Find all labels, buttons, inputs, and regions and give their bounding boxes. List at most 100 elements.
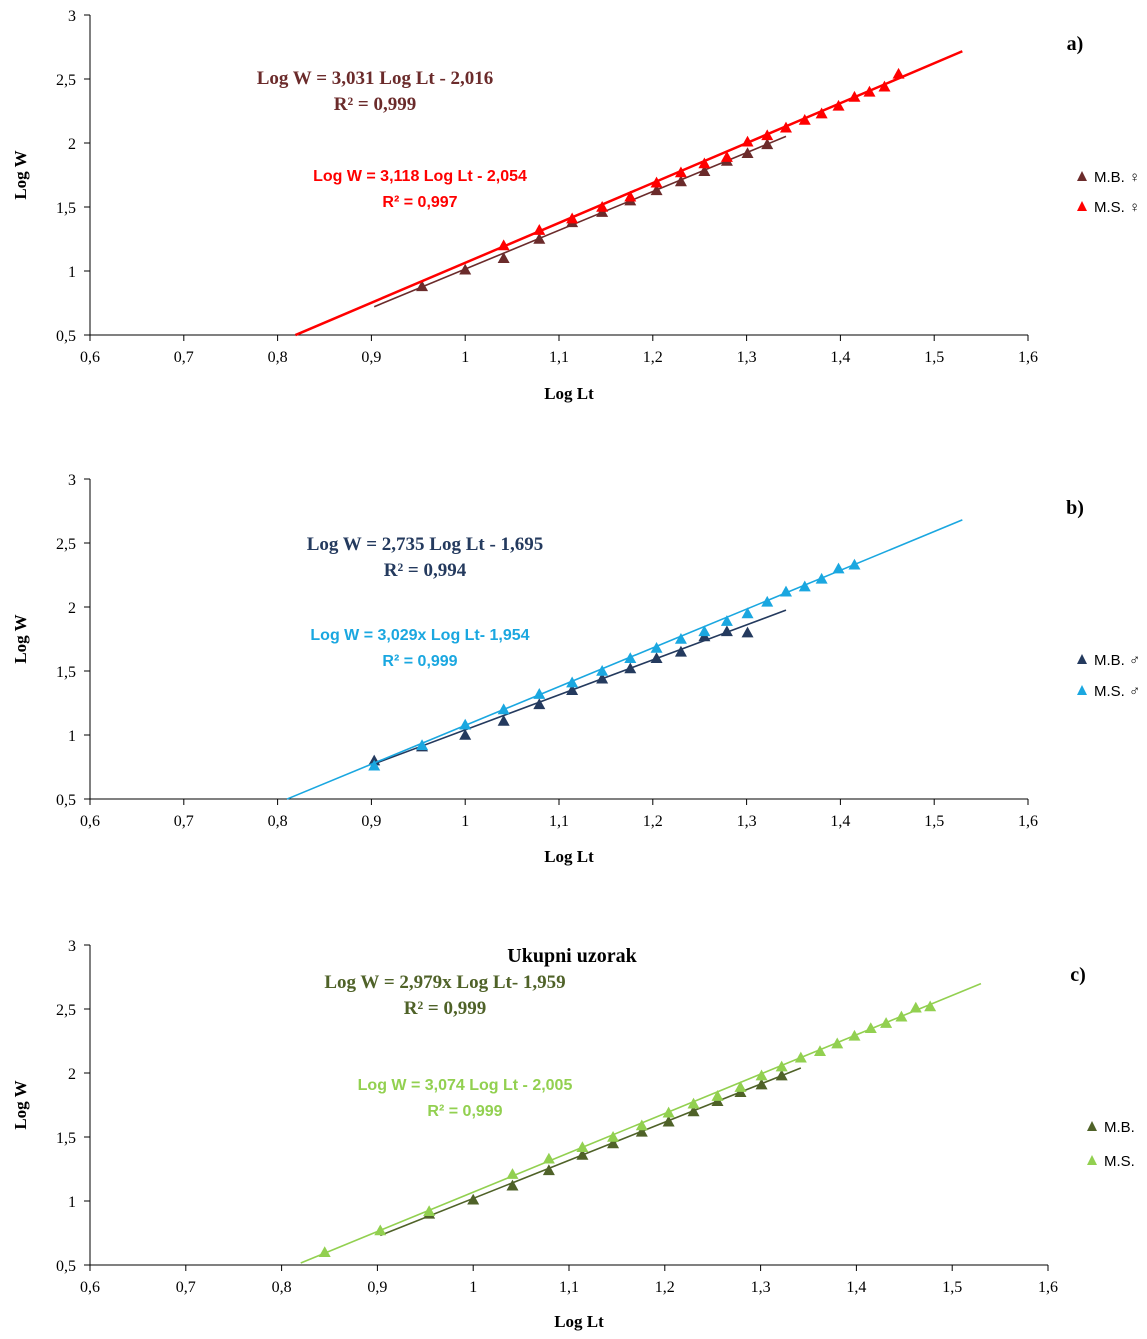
y-tick-label: 2	[68, 136, 76, 153]
data-point-1	[662, 1115, 675, 1127]
x-tick-label: 1,5	[924, 349, 944, 366]
data-point-1	[687, 1105, 700, 1117]
data-point-1	[761, 138, 774, 150]
data-point-1	[635, 1125, 648, 1137]
trend-r2-1: R² = 0,994	[384, 560, 467, 581]
y-tick-label: 2,5	[56, 536, 76, 553]
x-tick-label: 1	[461, 813, 469, 830]
data-point-1	[566, 684, 579, 695]
data-point-2	[761, 595, 774, 607]
x-axis-label: Log Lt	[544, 847, 594, 866]
data-point-2	[650, 641, 663, 653]
data-point-1	[674, 645, 687, 657]
data-point-2	[423, 1205, 436, 1217]
data-point-2	[813, 1045, 826, 1057]
data-point-1	[497, 714, 510, 726]
data-point-2	[635, 1119, 648, 1131]
x-tick-label: 1,1	[549, 813, 569, 830]
x-tick-label: 1,6	[1018, 349, 1038, 366]
x-tick-label: 0,9	[361, 813, 381, 830]
trend-r2-2: R² = 0,997	[382, 194, 457, 211]
data-point-2	[318, 1246, 331, 1257]
data-point-2	[798, 113, 811, 125]
data-point-1	[775, 1069, 788, 1081]
data-point-2	[533, 224, 546, 235]
data-point-2	[794, 1051, 807, 1063]
x-tick-label: 1,6	[1038, 1279, 1058, 1296]
y-tick-label: 2,5	[56, 1002, 76, 1019]
trend-r2-2: R² = 0,999	[427, 1103, 502, 1120]
y-tick-label: 3	[68, 938, 76, 955]
data-point-1	[741, 147, 754, 159]
data-point-2	[650, 176, 663, 188]
data-point-2	[848, 558, 861, 570]
data-point-2	[761, 129, 774, 141]
legend-label: M.B. ♂	[1094, 652, 1140, 669]
legend-marker	[1087, 1155, 1097, 1165]
data-point-2	[741, 607, 754, 619]
y-axis-label: Log W	[11, 150, 30, 199]
y-tick-label: 1,5	[56, 200, 76, 217]
data-point-2	[720, 151, 733, 162]
data-point-2	[880, 1017, 893, 1028]
x-tick-label: 0,8	[268, 813, 288, 830]
x-tick-label: 1,4	[830, 349, 850, 366]
data-point-2	[674, 166, 687, 178]
x-tick-label: 1,4	[830, 813, 850, 830]
y-tick-label: 1	[68, 264, 76, 281]
legend-marker	[1077, 201, 1087, 211]
data-point-1	[720, 625, 733, 637]
data-point-2	[779, 121, 792, 133]
data-point-1	[607, 1137, 620, 1149]
y-tick-label: 2,5	[56, 72, 76, 89]
data-point-2	[848, 90, 861, 102]
data-point-2	[798, 580, 811, 592]
data-point-2	[662, 1106, 675, 1118]
x-tick-label: 1,2	[655, 1279, 675, 1296]
x-axis-label: Log Lt	[554, 1312, 604, 1331]
data-point-2	[698, 157, 711, 169]
chart-panel-1: 0,6 0,7 0,8 0,9 1 1,1 1,2 1,3 1,4 1,5 1,6 0,5 1 1,5 2 2…	[11, 8, 1140, 403]
data-point-2	[497, 239, 510, 251]
x-tick-label: 0,8	[272, 1279, 292, 1296]
x-tick-label: 1	[469, 1279, 477, 1296]
x-tick-label: 1,3	[737, 349, 757, 366]
data-point-2	[698, 625, 711, 637]
data-point-2	[720, 615, 733, 626]
data-point-2	[878, 80, 891, 92]
data-point-2	[624, 190, 637, 202]
data-point-2	[368, 759, 381, 771]
data-point-2	[459, 718, 472, 730]
data-point-2	[566, 676, 579, 688]
data-point-1	[533, 698, 546, 710]
data-point-2	[815, 107, 828, 119]
x-tick-label: 0,9	[367, 1279, 387, 1296]
data-point-1	[741, 626, 754, 638]
trend-r2-1: R² = 0,999	[404, 998, 487, 1019]
trend-equation-2: Log W = 3,118 Log Lt - 2,054	[313, 168, 527, 185]
data-point-2	[924, 1000, 937, 1012]
data-point-1	[650, 652, 663, 663]
x-tick-label: 0,6	[80, 1279, 100, 1296]
trendline-1	[373, 609, 787, 765]
x-tick-label: 0,9	[361, 349, 381, 366]
legend-marker	[1087, 1121, 1097, 1131]
legend-marker	[1077, 685, 1087, 695]
data-point-2	[624, 652, 637, 663]
legend-label: M.B. ♀	[1094, 169, 1140, 186]
x-tick-label: 1,5	[942, 1279, 962, 1296]
trend-r2-1: R² = 0,999	[334, 94, 417, 115]
chart-panel-3: 0,6 0,7 0,8 0,9 1 1,1 1,2 1,3 1,4 1,5 1,6 0,5 1 1,5 2 2…	[11, 938, 1135, 1331]
legend-label: M.B.	[1104, 1119, 1135, 1136]
trend-r2-2: R² = 0,999	[382, 653, 457, 670]
x-tick-label: 1,4	[846, 1279, 866, 1296]
legend-label: M.S. ♀	[1094, 199, 1140, 216]
x-tick-label: 1,5	[924, 813, 944, 830]
x-tick-label: 1,2	[643, 813, 663, 830]
legend-label: M.S.	[1104, 1153, 1135, 1170]
x-axis-label: Log Lt	[544, 384, 594, 403]
data-point-2	[848, 1029, 861, 1041]
x-tick-label: 0,8	[268, 349, 288, 366]
data-point-2	[542, 1152, 555, 1164]
x-tick-label: 0,6	[80, 349, 100, 366]
